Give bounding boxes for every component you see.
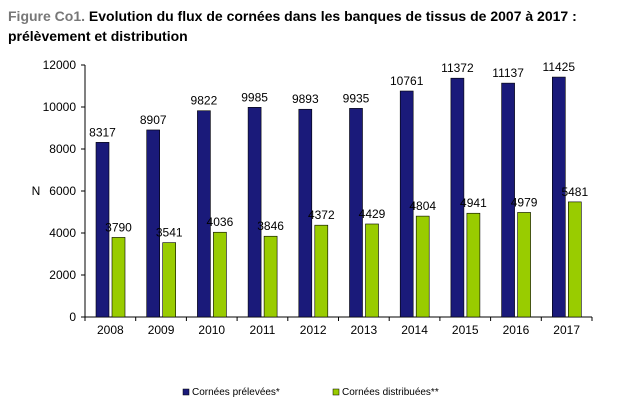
data-label-prelevees: 11137 — [492, 66, 524, 80]
figure-title-text: Evolution du flux de cornées dans les ba… — [8, 8, 577, 44]
bar-prelevees — [298, 108, 313, 318]
data-label-prelevees: 10761 — [390, 74, 424, 88]
data-label-prelevees: 11372 — [441, 61, 474, 75]
bar-prelevees — [247, 107, 262, 318]
y-tick-label: 2000 — [49, 268, 76, 282]
chart-title: Figure Co1. Evolution du flux de cornées… — [8, 6, 608, 46]
x-tick-label: 2016 — [503, 323, 530, 337]
data-label-distribuees: 4941 — [460, 196, 487, 210]
data-label-distribuees: 3846 — [257, 219, 284, 233]
data-label-prelevees: 9822 — [191, 94, 218, 108]
data-label-distribuees: 4804 — [409, 199, 436, 213]
x-tick-label: 2014 — [401, 323, 428, 337]
data-label-distribuees: 3541 — [156, 226, 183, 240]
x-tick-label: 2012 — [300, 323, 327, 337]
bar-prelevees — [501, 82, 515, 318]
x-tick-label: 2017 — [553, 323, 580, 337]
bar-prelevees — [197, 110, 211, 318]
bar-distribuees — [263, 235, 278, 318]
data-label-prelevees: 11425 — [543, 60, 576, 74]
bar-prelevees — [551, 76, 566, 318]
data-label-prelevees: 9985 — [241, 90, 268, 104]
legend-swatch-prelevees — [182, 388, 190, 396]
y-tick-label: 0 — [69, 310, 76, 324]
data-label-prelevees: 9893 — [292, 92, 319, 106]
bar-distribuees — [162, 242, 176, 318]
data-label-distribuees: 4979 — [511, 195, 538, 209]
legend-label-prelevees: Cornées prélevées* — [192, 387, 280, 398]
data-label-prelevees: 8317 — [89, 125, 116, 139]
bar-prelevees — [146, 129, 160, 318]
legend-swatch-distribuees — [332, 388, 340, 396]
bar-prelevees — [450, 77, 465, 318]
data-label-distribuees: 4429 — [359, 207, 386, 221]
bar-distribuees — [213, 231, 227, 318]
y-tick-label: 4000 — [49, 226, 76, 240]
bar-prelevees — [349, 108, 363, 318]
bar-distribuees — [415, 215, 430, 318]
x-tick-label: 2010 — [198, 323, 225, 337]
data-label-distribuees: 3790 — [105, 220, 132, 234]
bar-distribuees — [365, 223, 379, 318]
x-tick-label: 2009 — [148, 323, 175, 337]
data-label-prelevees: 8907 — [140, 113, 167, 127]
bar-prelevees — [95, 142, 110, 318]
data-label-distribuees: 4372 — [308, 208, 335, 222]
bar-distribuees — [111, 237, 126, 318]
bar-distribuees — [567, 201, 582, 318]
figure-number: Figure Co1. — [8, 8, 86, 24]
y-tick-label: 10000 — [43, 100, 77, 114]
data-label-prelevees: 9935 — [343, 91, 370, 105]
x-tick-label: 2013 — [350, 323, 377, 337]
bar-distribuees — [314, 224, 329, 318]
bar-distribuees — [466, 212, 481, 318]
y-axis-label: N — [32, 184, 41, 198]
bar-distribuees — [517, 212, 531, 318]
legend-label-distribuees: Cornées distribuées** — [342, 387, 439, 398]
data-label-distribuees: 5481 — [561, 185, 588, 199]
y-tick-label: 12000 — [43, 58, 77, 72]
data-label-distribuees: 4036 — [207, 215, 234, 229]
x-tick-label: 2011 — [250, 323, 276, 337]
x-tick-label: 2008 — [97, 323, 124, 337]
y-tick-label: 6000 — [49, 184, 76, 198]
bar-prelevees — [399, 90, 414, 318]
y-tick-label: 8000 — [49, 142, 76, 156]
x-tick-label: 2015 — [452, 323, 479, 337]
